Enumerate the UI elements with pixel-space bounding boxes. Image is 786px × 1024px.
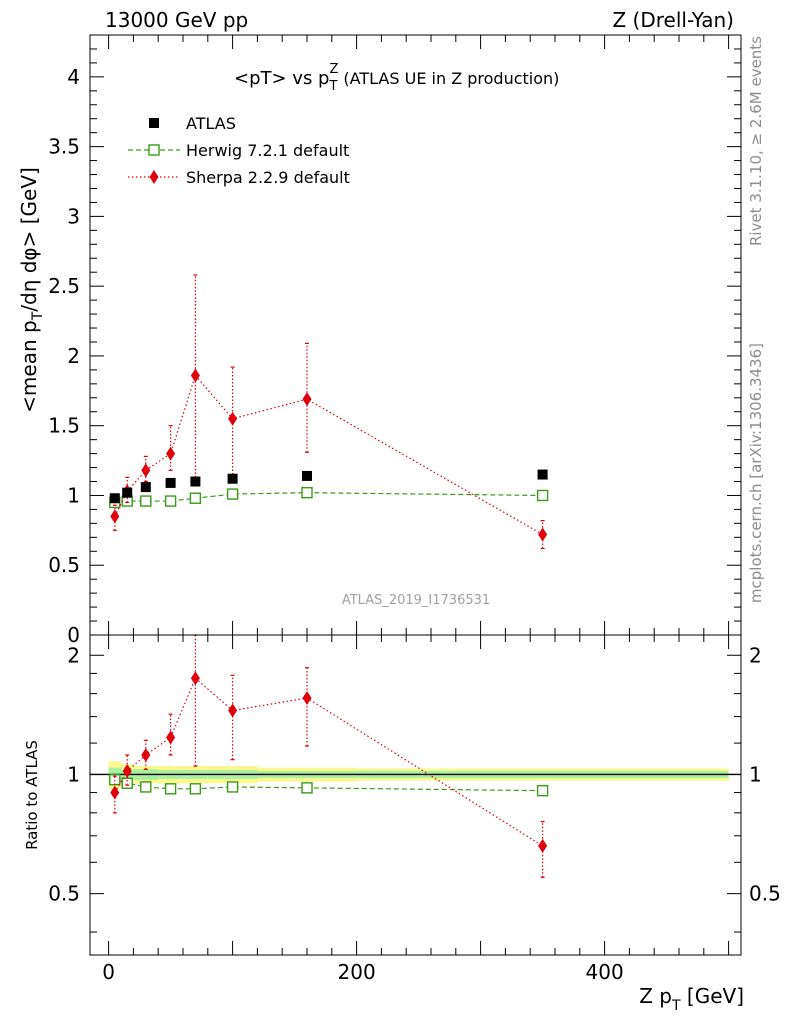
- header-left: 13000 GeV pp: [105, 8, 248, 32]
- ratio-y-tick-label-right: 2: [749, 643, 762, 667]
- main-panel-data: [109, 274, 549, 550]
- ratio-y-tick-label: 1: [67, 762, 80, 786]
- x-tick-label: 400: [586, 960, 624, 984]
- sherpa-marker: [228, 703, 238, 718]
- y-tick-label: 2.5: [48, 274, 80, 298]
- herwig-marker: [164, 783, 177, 795]
- herwig-marker: [189, 783, 202, 795]
- atlas-marker: [302, 470, 312, 481]
- y-tick-label: 1.5: [48, 414, 80, 438]
- herwig-marker: [301, 486, 313, 499]
- rivet-label: Rivet 3.1.10, ≥ 2.6M events: [747, 36, 765, 246]
- legend-atlas-marker: [149, 118, 159, 128]
- sherpa-marker: [302, 392, 312, 407]
- ratio-panel-frame: [89, 634, 742, 956]
- y-tick-label: 4: [67, 65, 80, 89]
- mcplots-label: mcplots.cern.ch [arXiv:1306.3436]: [747, 343, 765, 603]
- sherpa-marker: [166, 446, 176, 461]
- atlas-marker: [122, 487, 133, 498]
- ratio-y-tick-label: 0.5: [48, 882, 80, 906]
- x-axis-label: Z pT [GeV]: [639, 984, 744, 1014]
- sherpa-marker: [122, 764, 132, 779]
- sherpa-marker: [141, 747, 151, 762]
- sherpa-marker: [166, 730, 176, 745]
- sherpa-marker: [141, 463, 151, 478]
- ratio-y-axis-label: Ratio to ATLAS: [23, 740, 41, 850]
- y-tick-label: 3.5: [48, 135, 80, 159]
- sherpa-marker: [228, 411, 238, 426]
- atlas-marker: [165, 477, 176, 488]
- legend-herwig-marker: [148, 144, 160, 156]
- x-tick-label: 0: [102, 960, 115, 984]
- axis-ticks: 00.511.522.533.540.5 0.51 12 20 200 400: [48, 35, 781, 984]
- sherpa-marker: [302, 690, 312, 705]
- atlas-marker: [109, 493, 120, 504]
- herwig-marker: [301, 782, 313, 794]
- herwig-marker: [121, 777, 133, 789]
- herwig-marker: [226, 781, 239, 793]
- atlas-marker: [140, 482, 151, 493]
- ratio-y-tick-label-right: 1: [749, 762, 762, 786]
- y-tick-label: 3: [67, 204, 80, 228]
- legend-sherpa-marker: [149, 170, 159, 184]
- ratio-uncertainty-band: [90, 761, 741, 789]
- header-right: Z (Drell-Yan): [612, 8, 734, 32]
- herwig-marker: [140, 781, 152, 793]
- y-tick-label: 2: [67, 344, 80, 368]
- y-tick-label: 0.5: [48, 553, 80, 577]
- sherpa-ratio-line: [114, 677, 543, 847]
- y-axis-label: <mean pT/dη dφ> [GeV]: [17, 167, 46, 413]
- sherpa-marker: [190, 671, 200, 686]
- sherpa-marker: [190, 368, 200, 383]
- herwig-marker: [164, 495, 177, 507]
- herwig-marker: [189, 492, 202, 504]
- atlas-marker: [537, 469, 548, 480]
- ratio-y-tick-label-right: 0.5: [749, 882, 781, 906]
- sherpa-line: [114, 374, 543, 536]
- analysis-watermark: ATLAS_2019_I1736531: [342, 593, 490, 608]
- x-tick-label: 200: [338, 960, 376, 984]
- ratio-y-tick-label: 2: [67, 643, 80, 667]
- herwig-line: [114, 492, 543, 504]
- plot-title: <pT> vs pTZ (ATLAS UE in Z production): [234, 62, 559, 94]
- legend-herwig-label: Herwig 7.2.1 default: [186, 141, 349, 160]
- herwig-marker: [226, 488, 239, 500]
- ratio-panel-data: [109, 634, 549, 878]
- sherpa-marker: [538, 527, 548, 542]
- sherpa-marker: [110, 509, 120, 524]
- herwig-marker: [536, 784, 549, 797]
- atlas-marker: [227, 473, 238, 484]
- y-tick-label: 0: [67, 623, 80, 647]
- legend: ATLAS Herwig 7.2.1 default Sherpa 2.2.9 de…: [128, 114, 350, 187]
- sherpa-marker: [538, 838, 548, 853]
- sherpa-marker: [110, 785, 120, 800]
- y-tick-label: 1: [67, 483, 80, 507]
- legend-atlas-label: ATLAS: [186, 114, 236, 133]
- legend-sherpa-label: Sherpa 2.2.9 default: [186, 168, 350, 187]
- atlas-marker: [190, 476, 201, 487]
- herwig-marker: [536, 489, 549, 502]
- herwig-marker: [140, 495, 152, 507]
